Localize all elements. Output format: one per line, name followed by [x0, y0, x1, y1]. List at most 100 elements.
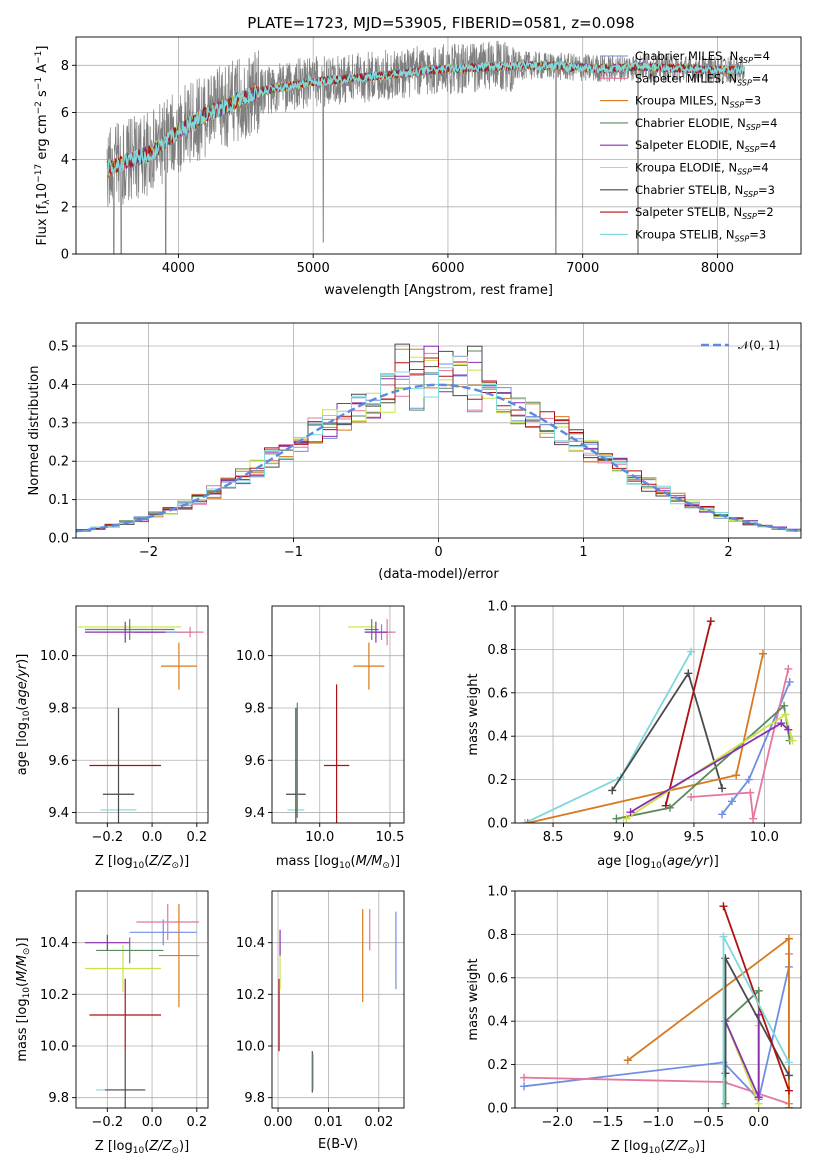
mass_vs_ebv-xtick-label: 0.02 — [364, 1115, 393, 1130]
age_vs_mass-ytick-label: 9.8 — [244, 701, 265, 716]
weight-marker — [732, 771, 741, 780]
age_vs_z-xtick-label: 0.2 — [186, 830, 207, 845]
weight_vs_z-ytick-label: 0.2 — [487, 1058, 508, 1073]
weight_vs_z-xtick-label: −0.5 — [693, 1115, 725, 1130]
weight-marker — [758, 649, 767, 658]
spectrum-xtick-label: 6000 — [431, 261, 464, 276]
weight-marker — [788, 736, 797, 745]
weight_vs_age-series — [687, 664, 793, 823]
weight-marker — [718, 784, 727, 793]
legend-label: Chabrier MILES, NSSP=4 — [635, 49, 770, 65]
age_vs_mass-panel: 10.0 10.5 9.4 9.6 9.8 10.0 mass [log10(M/M⊙)] — [236, 605, 405, 871]
legend-label: Kroupa MILES, NSSP=3 — [635, 94, 761, 110]
mass_vs_z-xtick-label: 0.0 — [142, 1115, 163, 1130]
age_vs_z-xtick-label: 0.0 — [142, 830, 163, 845]
age_vs_mass-grid — [272, 606, 404, 823]
mass_vs_ebv-panel: 0.00 0.01 0.02 9.8 10.0 10.2 10.4 E(B-V) — [236, 890, 405, 1152]
age_vs_mass-ytick-label: 9.4 — [244, 806, 265, 821]
mass_vs_z-ytick-label: 9.8 — [48, 1091, 69, 1106]
weight-marker — [718, 810, 727, 819]
weight_vs_age-ytick-label: 0.4 — [487, 730, 508, 745]
age-vs-z-xlabel: Z [log10(Z/Z⊙)] — [95, 854, 189, 871]
weight-marker — [665, 803, 674, 812]
mass_vs_ebv-ytick-label: 10.2 — [236, 988, 265, 1003]
weight_vs_age-xtick-label: 9.5 — [684, 830, 705, 845]
residuals-ytick-label: 0.1 — [48, 493, 69, 508]
weight_vs_age-xtick-label: 10.0 — [750, 830, 779, 845]
mass_vs_z-errorbar — [129, 919, 197, 946]
panels: 4000 5000 6000 7000 8000 0 2 4 6 8 wavelength [Ang… — [15, 36, 802, 1156]
spectrum-xlabel: wavelength [Angstrom, rest frame] — [324, 283, 553, 298]
weight-marker — [785, 677, 794, 686]
age_vs_mass-xtick-label: 10.5 — [375, 830, 404, 845]
weight-marker — [622, 814, 631, 823]
weight-marker — [746, 788, 755, 797]
spectrum-legend: Chabrier MILES, NSSP=4 Salpeter MILES, NS… — [600, 49, 777, 243]
weight-marker — [784, 1058, 793, 1067]
weight-marker — [784, 934, 793, 943]
spectrum-ylabel: Flux [fλ10−17 erg cm−2 s−1 A−1] — [34, 46, 52, 246]
spectrum-ytick-label: 4 — [61, 153, 69, 168]
normal-legend-label: 𝒩(0, 1) — [738, 338, 780, 352]
spectrum-xtick-label: 7000 — [566, 261, 599, 276]
weight-marker — [754, 1093, 763, 1102]
figure-title: PLATE=1723, MJD=53905, FIBERID=0581, z=0… — [247, 14, 634, 32]
mass_vs_ebv-grid — [272, 891, 404, 1108]
spectrum-ytick-label: 0 — [61, 248, 69, 263]
mass_vs_ebv-ticks: 0.00 0.01 0.02 9.8 10.0 10.2 10.4 — [236, 936, 393, 1130]
age_vs_z-ytick-label: 10.0 — [40, 649, 69, 664]
mass_vs_ebv-xtick-label: 0.00 — [264, 1115, 293, 1130]
mass_vs_z-errorbar — [84, 934, 130, 951]
weight_vs_z-ytick-label: 0.0 — [487, 1102, 508, 1117]
age_vs_mass-xtick-label: 10.0 — [305, 830, 334, 845]
mass_vs_z-errorbar — [136, 903, 200, 941]
age_vs_z-errorbar — [84, 619, 175, 640]
mass_vs_z-errorbar — [84, 945, 162, 992]
spectrum-panel: 4000 5000 6000 7000 8000 0 2 4 6 8 wavelength [Ang… — [34, 36, 802, 298]
age_vs_mass-ticks: 10.0 10.5 9.4 9.6 9.8 10.0 — [236, 649, 404, 845]
weight_vs_age-ytick-label: 0.8 — [487, 643, 508, 658]
weight_vs_z-ytick-label: 0.4 — [487, 1015, 508, 1030]
weight-line — [691, 668, 790, 819]
weight-marker — [719, 902, 728, 911]
weight_vs_z-xtick-label: −2.0 — [542, 1115, 574, 1130]
residuals-ytick-label: 0.0 — [48, 532, 69, 547]
legend-label: Salpeter MILES, NSSP=4 — [635, 71, 769, 87]
mass_vs_z-ticks: −0.2 0.0 0.2 9.8 10.0 10.2 10.4 — [40, 936, 207, 1130]
weight-vs-age-xlabel: age [log10(age/yr)] — [597, 854, 719, 871]
residuals-xtick-label: −1 — [284, 545, 303, 560]
age_vs_mass-frame — [271, 605, 405, 824]
spectrum-ytick-label: 8 — [61, 59, 69, 74]
weight-marker — [684, 669, 693, 678]
residuals-ytick-label: 0.2 — [48, 455, 69, 470]
weight-marker — [520, 1082, 529, 1091]
age_vs_z-xtick-label: −0.2 — [92, 830, 124, 845]
weight_vs_age-ticks: 8.5 9.0 9.5 10.0 0.0 0.2 0.4 0.6 0.8 1.0 — [487, 600, 779, 846]
weight_vs_z-ylabel: mass weight — [466, 958, 481, 1040]
age-vs-z-ylabel: age [log10(age/yr)] — [15, 654, 32, 776]
weight_vs_z-panel: −2.0 −1.5 −1.0 −0.5 0.0 0.0 0.2 0.4 0.6 0.8 1.0 mas… — [466, 885, 802, 1156]
weight_vs_age-frame — [514, 605, 802, 824]
age_vs_z-errorbar — [161, 642, 197, 690]
residuals-ytick-label: 0.3 — [48, 416, 69, 431]
weight-marker — [623, 1056, 632, 1065]
age_vs_z-errorbar — [102, 707, 135, 823]
legend-label: Chabrier STELIB, NSSP=3 — [635, 183, 775, 199]
weight-vs-z-xlabel: Z [log10(Z/Z⊙)] — [611, 1139, 705, 1156]
mass_vs_z-ytick-label: 10.4 — [40, 936, 69, 951]
weight_vs_z-ytick-label: 1.0 — [487, 885, 508, 900]
age_vs_z-ytick-label: 9.6 — [48, 754, 69, 769]
age_vs_mass-errorbar — [286, 707, 306, 823]
weight-marker — [784, 1104, 793, 1108]
legend-label: Salpeter STELIB, NSSP=2 — [635, 205, 774, 221]
age_vs_z-errorbar — [176, 626, 204, 638]
age_vs_z-frame — [75, 605, 209, 824]
weight-marker — [784, 1086, 793, 1095]
weight_vs_age-ytick-label: 0.2 — [487, 773, 508, 788]
weight-marker — [784, 664, 793, 673]
weight-marker — [626, 808, 635, 817]
spectrum-data-line — [106, 40, 745, 254]
weight-marker — [719, 1104, 728, 1108]
spectrum-xtick-label: 4000 — [162, 261, 195, 276]
age_vs_mass-errorbar — [364, 621, 388, 643]
